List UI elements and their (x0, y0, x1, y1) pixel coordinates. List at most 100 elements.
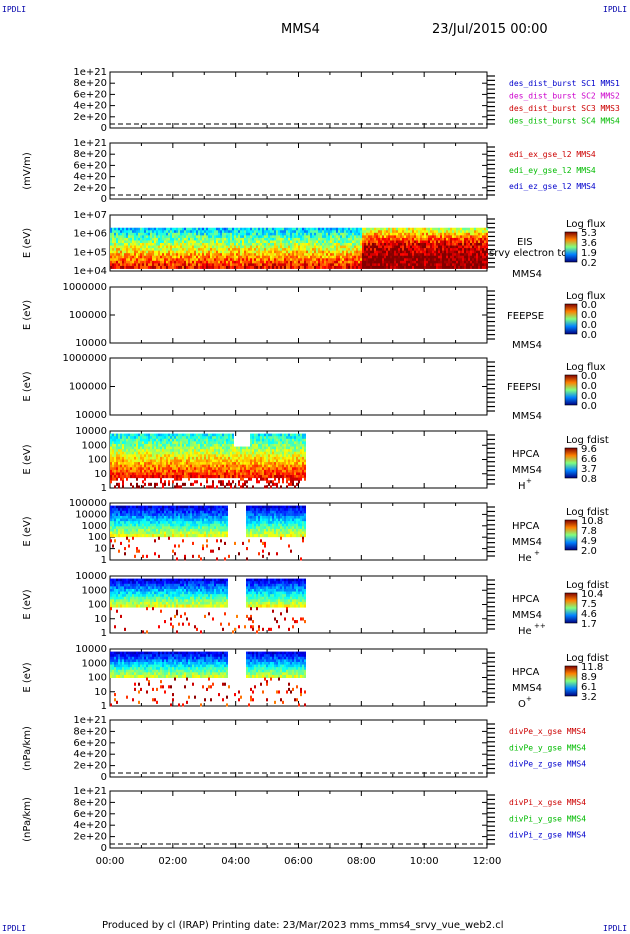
spectrogram-cell (278, 467, 280, 471)
spectrogram-cell (194, 475, 196, 479)
spectrogram-cell (182, 449, 184, 453)
spectrogram-cell (344, 253, 346, 257)
spectrogram-cell (214, 451, 216, 455)
spectrogram-cell (198, 475, 200, 479)
spectrogram-cell (126, 446, 128, 450)
spectrogram-cell (384, 245, 386, 249)
spectrogram-cell (208, 454, 210, 458)
spectrogram-cell (438, 243, 440, 247)
spectrogram-cell (118, 235, 120, 239)
spectrogram-cell (182, 472, 184, 476)
spectrogram-cell (426, 258, 428, 262)
spectrogram-cell (224, 248, 226, 252)
corner-mark-bottom-left: IPDLI (2, 924, 27, 933)
spectrogram-cell (226, 227, 228, 231)
spectrogram-cell (356, 265, 358, 269)
spectrogram-cell (324, 227, 326, 231)
legend-entry: des_dist_burst SC2 MMS2 (509, 91, 620, 100)
spectrogram-cell (432, 232, 434, 236)
spectrogram-cell (448, 248, 450, 252)
spectrogram-cell (384, 243, 386, 247)
spectrogram-cell (152, 237, 154, 241)
spectrogram-cell (354, 255, 356, 259)
spectrogram-cell (120, 253, 122, 257)
spectrogram-cell (280, 260, 282, 264)
spectrogram-cell (420, 243, 422, 247)
spectrogram-cell (326, 255, 328, 259)
spectrogram-cell (122, 480, 124, 484)
spectrogram-cell (410, 237, 412, 241)
spectrogram-cell (168, 263, 170, 267)
spectrogram-cell (146, 441, 148, 445)
spectrogram-cell (470, 232, 472, 236)
spectrogram-cell (440, 250, 442, 254)
spectrogram-cell (470, 245, 472, 249)
spectrogram-cell (290, 250, 292, 254)
spectrogram-cell (434, 235, 436, 239)
spectrogram-cell (274, 438, 276, 442)
spectrogram-cell (366, 232, 368, 236)
spectrogram-cell (188, 456, 190, 460)
spectrogram-cell (198, 438, 200, 442)
spectrogram-cell (178, 462, 180, 466)
spectrogram-cell (228, 475, 230, 479)
spectrogram-cell (154, 441, 156, 445)
spectrogram-cell (346, 235, 348, 239)
spectrogram-cell (348, 253, 350, 257)
spectrogram-cell (158, 438, 160, 442)
spectrogram-cell (212, 462, 214, 466)
spectrogram-cell (170, 253, 172, 257)
spectrogram-cell (132, 255, 134, 259)
spectrogram-cell (278, 240, 280, 244)
spectrogram-cell (262, 240, 264, 244)
spectrogram-cell (406, 243, 408, 247)
spectrogram-cell (400, 235, 402, 239)
spectrogram-cell (388, 260, 390, 264)
spectrogram-cell (426, 237, 428, 241)
spectrogram-cell (404, 255, 406, 259)
spectrogram-cell (148, 265, 150, 269)
spectrogram-cell (198, 454, 200, 458)
instrument-label: HPCA (512, 449, 540, 460)
spectrogram-cell (278, 464, 280, 468)
spectrogram-cell (294, 245, 296, 249)
spectrogram-cell (344, 227, 346, 231)
spectrogram-cell (390, 245, 392, 249)
spectrogram-cell (448, 227, 450, 231)
spectrogram-cell (228, 253, 230, 257)
spectrogram-cell (330, 240, 332, 244)
spectrogram-cell (140, 230, 142, 234)
spectrogram-cell (484, 245, 486, 249)
spectrogram-cell (318, 235, 320, 239)
spectrogram-cell (282, 265, 284, 269)
spectrogram-cell (212, 248, 214, 252)
spectrogram-cell (224, 462, 226, 466)
spectrogram-cell (166, 253, 168, 257)
spectrogram-cell (368, 248, 370, 252)
spectrogram-cell (260, 258, 262, 262)
spectrogram-cell (206, 250, 208, 254)
spectrogram-cell (260, 245, 262, 249)
spectrogram-cell (244, 467, 246, 471)
spectrogram-cell (126, 456, 128, 460)
spectrogram-cell (334, 255, 336, 259)
spectrogram-cell (252, 485, 254, 489)
spectrogram-cell (426, 232, 428, 236)
spectrogram-cell (282, 260, 284, 264)
spectrogram-cell (270, 485, 272, 489)
spectrogram-cell (452, 265, 454, 269)
spectrogram-cell (124, 260, 126, 264)
spectrogram-cell (152, 469, 154, 473)
spectrogram-cell (190, 449, 192, 453)
spectrogram-cell (310, 235, 312, 239)
spectrogram-cell (356, 255, 358, 259)
spectrogram-cell (454, 253, 456, 257)
spectrogram-cell (198, 265, 200, 269)
spectrogram-cell (196, 464, 198, 468)
spectrogram-cell (336, 250, 338, 254)
spectrogram-cell (116, 230, 118, 234)
spectrogram-cell (440, 265, 442, 269)
spectrogram-cell (142, 464, 144, 468)
panel-frame (109, 71, 488, 129)
